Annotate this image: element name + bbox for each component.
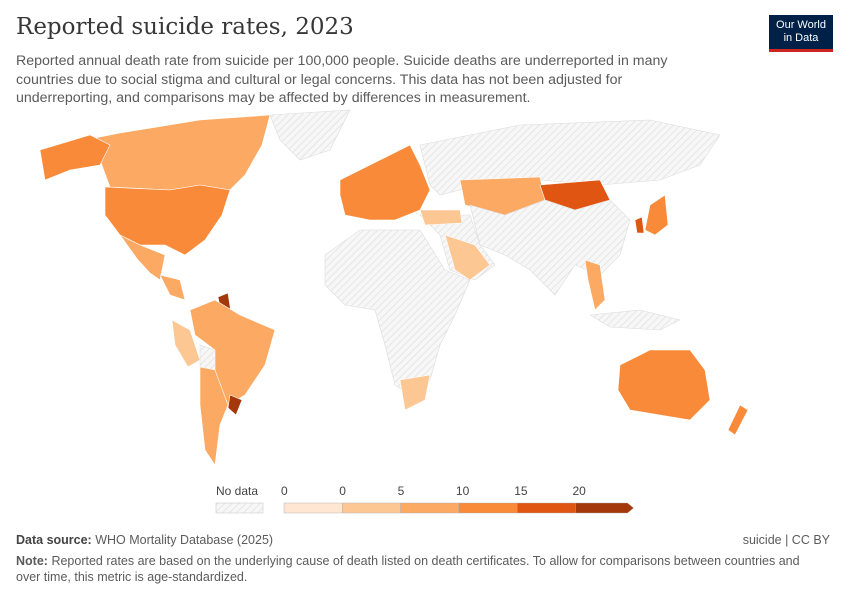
region-indonesia[interactable] <box>589 309 681 331</box>
source-label: Data source: <box>16 533 92 547</box>
chart-title: Reported suicide rates, 2023 <box>16 14 354 40</box>
region-new-zealand[interactable] <box>727 404 749 436</box>
chart-subtitle: Reported annual death rate from suicide … <box>16 53 668 106</box>
note-text: Reported rates are based on the underlyi… <box>16 554 800 584</box>
region-brazil[interactable] <box>189 299 276 406</box>
license[interactable]: suicide | CC BY <box>742 533 830 547</box>
region-alaska[interactable] <box>39 134 111 181</box>
logo-line1: Our World <box>776 19 826 31</box>
legend-bin-label: 15 <box>514 484 528 498</box>
legend-no-data-swatch <box>215 502 264 514</box>
region-south-africa[interactable] <box>399 374 431 411</box>
legend-bin-label: 0 <box>339 484 346 498</box>
region-thailand[interactable] <box>584 259 606 311</box>
region-africa[interactable] <box>324 229 471 396</box>
owid-logo[interactable]: Our World in Data <box>769 15 833 52</box>
legend-bin-label: 5 <box>398 484 405 498</box>
region-asia[interactable] <box>469 199 631 296</box>
legend-no-data-label: No data <box>216 484 258 498</box>
region-argentina[interactable] <box>199 366 229 466</box>
world-map[interactable] <box>0 105 850 475</box>
legend-bin-label: 0 <box>281 484 288 498</box>
region-japan[interactable] <box>644 194 669 236</box>
region-russia[interactable] <box>419 119 721 196</box>
legend-bin-swatch[interactable] <box>575 502 634 514</box>
legend-bin-swatch[interactable] <box>283 502 343 514</box>
region-canada[interactable] <box>58 114 271 191</box>
region-europe[interactable] <box>339 144 431 221</box>
region-united-states[interactable] <box>104 184 231 256</box>
color-legend: No data 0 0 5 10 15 20 <box>215 484 634 514</box>
legend-bin-label: 10 <box>456 484 470 498</box>
data-source: Data source: WHO Mortality Database (202… <box>16 533 273 547</box>
source-text[interactable]: WHO Mortality Database (2025) <box>95 533 274 547</box>
legend-bin-label: 20 <box>573 484 587 498</box>
region-uruguay[interactable] <box>227 394 243 416</box>
legend-bin-swatch[interactable] <box>400 502 460 514</box>
note: Note: Reported rates are based on the un… <box>16 553 816 585</box>
region-south-korea[interactable] <box>634 216 645 234</box>
legend-bin-swatch[interactable] <box>458 502 518 514</box>
legend-bin-swatch[interactable] <box>342 502 401 514</box>
region-turkey[interactable] <box>419 209 463 226</box>
legend-bin-swatch[interactable] <box>517 502 576 514</box>
region-mexico[interactable] <box>119 234 166 281</box>
region-central-america[interactable] <box>159 274 186 301</box>
region-australia[interactable] <box>617 349 711 421</box>
note-label: Note: <box>16 554 48 568</box>
region-peru[interactable] <box>171 319 201 368</box>
region-greenland[interactable] <box>269 109 351 161</box>
region-saudi-arabia[interactable] <box>444 234 491 281</box>
logo-line2: in Data <box>783 32 819 44</box>
region-bolivia[interactable] <box>199 344 216 371</box>
